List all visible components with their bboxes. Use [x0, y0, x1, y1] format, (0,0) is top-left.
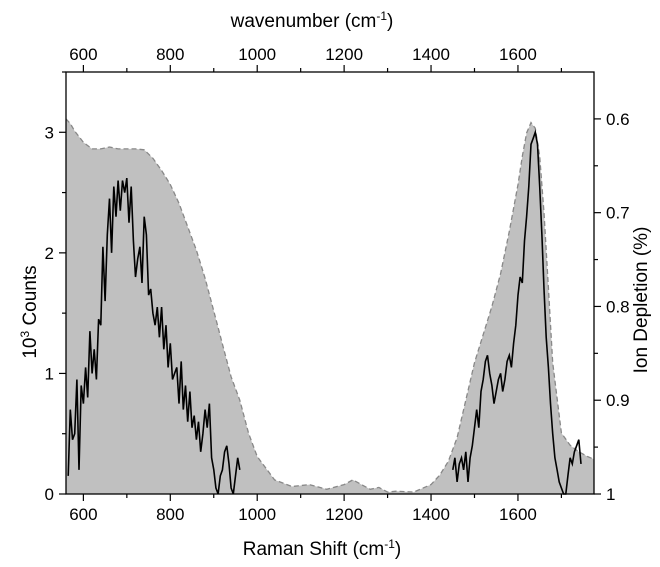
ion-depletion-dashed-outline	[65, 118, 595, 493]
top-x-axis-label: wavenumber (cm-1)	[230, 9, 394, 32]
y2-tick-label: 1	[606, 485, 615, 504]
plot-area	[65, 118, 595, 495]
top-x-tick-label: 800	[156, 45, 184, 64]
ion-depletion-area	[66, 118, 594, 495]
raman-line-2	[452, 129, 582, 495]
x-tick-label: 1200	[325, 505, 363, 524]
top-x-tick-label: 1600	[499, 45, 537, 64]
x-tick-label: 1600	[499, 505, 537, 524]
right-y-axis-label: Ion Depletion (%)	[631, 227, 652, 374]
y2-tick-label: 0.8	[606, 297, 630, 316]
x-tick-label: 1400	[412, 505, 450, 524]
y-axis-label: 103 Counts	[18, 265, 41, 358]
raman-line-1	[67, 177, 241, 495]
axis-ticks	[59, 65, 601, 501]
top-x-tick-label: 1200	[325, 45, 363, 64]
axis-tick-labels: 600 600 800 800 1000 1000 1200 1200 1400 1400 1600…	[45, 45, 630, 524]
y2-tick-label: 0.7	[606, 204, 630, 223]
y-tick-label: 3	[45, 123, 54, 142]
x-tick-label: 600	[69, 505, 97, 524]
x-tick-label: 800	[156, 505, 184, 524]
x-tick-label: 1000	[238, 505, 276, 524]
top-x-tick-label: 1000	[238, 45, 276, 64]
raman-lines	[67, 129, 582, 495]
y-tick-label: 1	[45, 364, 54, 383]
top-x-tick-label: 1400	[412, 45, 450, 64]
y-tick-label: 2	[45, 244, 54, 263]
x-axis-label: Raman Shift (cm-1)	[243, 537, 401, 560]
top-x-tick-label: 600	[69, 45, 97, 64]
y2-tick-label: 0.9	[606, 391, 630, 410]
plot-frame	[65, 71, 595, 495]
y-tick-label: 0	[45, 485, 54, 504]
y2-tick-label: 0.6	[606, 110, 630, 129]
